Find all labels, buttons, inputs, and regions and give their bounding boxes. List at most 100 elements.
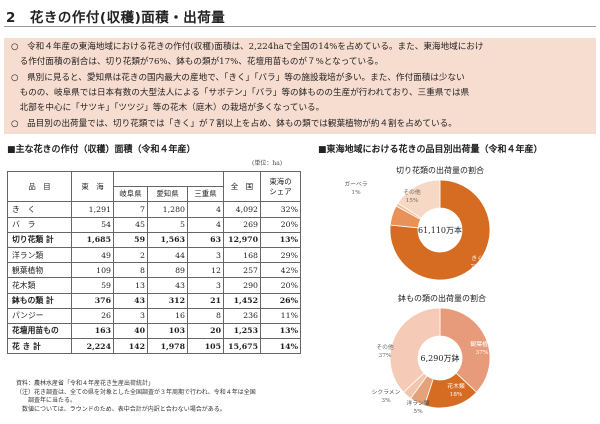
cell-tokai: 1,685 — [71, 231, 114, 248]
cell-tokai: 163 — [71, 322, 114, 340]
potted-category-label: シクラメン — [372, 389, 401, 396]
cell-name: 花壇用苗もの — [7, 322, 72, 340]
cell-national: 1,253 — [223, 322, 261, 340]
cell-aichi: 16 — [147, 307, 188, 324]
potted-category-label: 洋ラン類 — [406, 399, 429, 407]
cell-name: 観葉植物 — [7, 262, 72, 279]
cell-gifu: 8 — [113, 262, 148, 279]
cell-share: 20% — [260, 277, 301, 294]
potted-category-label: 花木類 — [447, 382, 465, 390]
area-table: 品 目 東 海 全 国 東海の シェア 岐阜県 愛知県 三重県 き く 1,291… — [7, 170, 301, 355]
cell-gifu: 2 — [113, 246, 148, 264]
cell-mie: 3 — [187, 277, 224, 294]
header-share-line2: シェア — [269, 186, 292, 196]
cell-gifu: 142 — [113, 338, 148, 355]
table-row: 鉢もの類 計 376 43 312 21 1,452 26% — [7, 292, 301, 309]
cell-mie: 3 — [187, 246, 224, 264]
header-aichi: 愛知県 — [147, 186, 188, 203]
header-mie: 三重県 — [187, 186, 224, 203]
cut-flowers-value-label: 72% — [471, 264, 484, 270]
cell-national: 1,452 — [223, 292, 261, 309]
header-share-line1: 東海の — [269, 176, 292, 186]
table-row: 洋ラン類 49 2 44 3 168 29% — [7, 246, 301, 264]
cell-mie: 12 — [187, 262, 224, 279]
cell-gifu: 59 — [113, 231, 148, 248]
potted-slice-0 — [439, 307, 491, 393]
cell-mie: 8 — [187, 307, 224, 324]
cut-flowers-center-label: 61,110万本 — [418, 225, 462, 235]
cell-share: 13% — [260, 231, 301, 248]
table-row: 観葉植物 109 8 89 12 257 42% — [7, 262, 301, 279]
cell-national: 290 — [223, 277, 261, 294]
cut-flowers-value-label: 15% — [406, 198, 419, 204]
note-line: （注）花き調査は、全ての県を対象とした全国調査が３年周期で行われ、令和４年は全国 — [16, 388, 256, 396]
cell-aichi: 312 — [147, 292, 188, 309]
cell-mie: 63 — [187, 231, 224, 248]
table-section-title: ■主な花きの作付（収穫）面積（令和４年産） — [7, 145, 196, 155]
summary-line: る作付面積の割合は、切り花類が76%、鉢もの類が17%、花壇用苗ものが７%となっ… — [11, 57, 384, 67]
potted-value-label: 37% — [379, 353, 392, 359]
cell-aichi: 1,978 — [147, 338, 188, 355]
table-row: バ ラ 54 45 5 4 269 20% — [7, 216, 301, 233]
table-row: 切り花類 計 1,685 59 1,563 63 12,970 13% — [7, 231, 301, 248]
potted-category-label: 観葉植物 — [470, 340, 493, 348]
cell-tokai: 2,224 — [71, 338, 114, 355]
title-divider — [4, 26, 596, 27]
table-row: 花 き 計 2,224 142 1,978 105 15,675 14% — [7, 338, 301, 355]
cell-mie: 105 — [187, 338, 224, 355]
cell-national: 269 — [223, 216, 261, 233]
cell-tokai: 59 — [71, 277, 114, 294]
potted-category-label: その他 — [376, 343, 394, 351]
cell-name: 切り花類 計 — [7, 231, 72, 248]
header-national: 全 国 — [223, 170, 261, 203]
cell-national: 168 — [223, 246, 261, 264]
cell-share: 32% — [260, 201, 301, 218]
potted-value-label: 5% — [413, 409, 423, 415]
page-title: 2 花きの作付(収穫)面積・出荷量 — [6, 10, 226, 26]
cut-flowers-slice-0 — [389, 179, 491, 281]
cell-name: 花 き 計 — [7, 338, 72, 355]
chart-title-potted: 鉢もの類の出荷量の割合 — [398, 294, 486, 303]
cut-flowers-category-label: バラ — [376, 227, 388, 234]
cell-share: 14% — [260, 338, 301, 355]
cell-tokai: 1,291 — [71, 201, 114, 218]
cell-mie: 4 — [187, 216, 224, 233]
cell-national: 236 — [223, 307, 261, 324]
cell-mie: 4 — [187, 201, 224, 218]
potted-value-label: 37% — [476, 350, 489, 356]
cell-aichi: 103 — [147, 322, 188, 340]
summary-line: ○ 令和４年産の東海地域における花きの作付(収穫)面積は、2,224haで全国の… — [11, 42, 484, 52]
cut-flowers-value-label: 6% — [377, 236, 387, 242]
cut-flowers-category-label: ガーベラ — [344, 180, 367, 188]
cell-tokai: 54 — [71, 216, 114, 233]
cell-national: 15,675 — [223, 338, 261, 355]
cut-flowers-category-label: きく — [471, 255, 483, 262]
cell-name: 花木類 — [7, 277, 72, 294]
cell-tokai: 109 — [71, 262, 114, 279]
cut-flowers-value-label: 1% — [351, 190, 361, 196]
cell-aichi: 43 — [147, 277, 188, 294]
cut-flowers-category-label: その他 — [403, 188, 421, 196]
cell-aichi: 1,563 — [147, 231, 188, 248]
header-tokai: 東 海 — [71, 170, 114, 203]
table-row: き く 1,291 7 1,280 4 4,092 32% — [7, 201, 301, 218]
chart-title-cut-flowers: 切り花類の出荷量の割合 — [396, 166, 484, 175]
cell-gifu: 43 — [113, 292, 148, 309]
table-row: 花木類 59 13 43 3 290 20% — [7, 277, 301, 294]
cell-share: 42% — [260, 262, 301, 279]
potted-center-label: 6,290万鉢 — [421, 353, 460, 363]
cell-gifu: 40 — [113, 322, 148, 340]
cut-flowers-slice-3 — [397, 179, 441, 219]
table-notes: 資料：農林水産省「令和４年産花き生産出荷統計」 （注）花き調査は、全ての県を対象… — [16, 380, 256, 414]
cell-aichi: 44 — [147, 246, 188, 264]
chart-section-title: ■東海地域における花きの品目別出荷量（令和４年産） — [318, 145, 543, 155]
summary-line: ○ 県別に見ると、愛知県は花きの国内最大の産地で、「きく」「バラ」等の施設栽培が… — [11, 73, 465, 83]
cell-tokai: 376 — [71, 292, 114, 309]
table-unit: (単位：ha) — [252, 160, 283, 167]
header-share: 東海の シェア — [260, 170, 301, 203]
cell-share: 11% — [260, 307, 301, 324]
potted-donut-chart: 6,290万鉢 観葉植物 37% 花木類 18% 洋ラン類 5% シクラメン 3% その他 37% — [372, 307, 494, 415]
cell-national: 12,970 — [223, 231, 261, 248]
cell-gifu: 7 — [113, 201, 148, 218]
cell-national: 257 — [223, 262, 261, 279]
